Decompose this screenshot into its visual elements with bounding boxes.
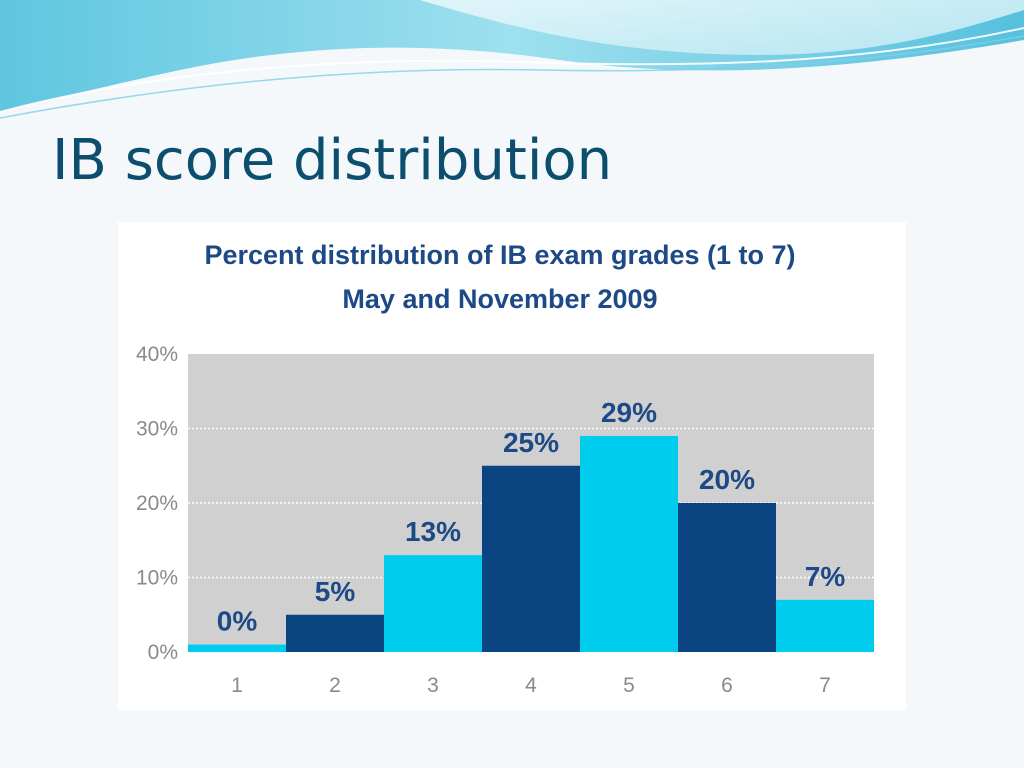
data-label-5: 29% (601, 397, 657, 428)
background-wave-decoration (0, 0, 1024, 119)
chart-title-line-1: Percent distribution of IB exam grades (… (204, 240, 795, 270)
data-labels: 0% 5% 13% 25% 29% 20% 7% (217, 397, 846, 637)
x-tick-label-6: 6 (721, 674, 733, 697)
chart-panel: Percent distribution of IB exam grades (… (118, 222, 906, 710)
data-label-2: 5% (315, 576, 356, 607)
bar-1 (188, 644, 286, 652)
x-tick-label-7: 7 (819, 674, 831, 697)
bar-3 (384, 555, 482, 652)
x-tick-label-3: 3 (427, 674, 439, 697)
bar-chart: Percent distribution of IB exam grades (… (136, 240, 874, 697)
x-tick-label-2: 2 (329, 674, 341, 697)
x-tick-label-1: 1 (231, 674, 243, 697)
data-label-4: 25% (503, 427, 559, 458)
x-axis-ticks: 1 2 3 4 5 6 7 (231, 674, 831, 697)
data-label-7: 7% (805, 561, 846, 592)
x-tick-label-5: 5 (623, 674, 635, 697)
bar-2 (286, 614, 384, 652)
slide-title: IB score distribution (52, 128, 613, 193)
chart-title-line-2: May and November 2009 (342, 284, 657, 314)
data-label-1: 0% (217, 606, 258, 637)
y-axis-ticks: 0% 10% 20% 30% 40% (136, 343, 178, 664)
data-label-6: 20% (699, 464, 755, 495)
y-tick-label-4: 40% (136, 343, 178, 366)
bar-5 (580, 435, 678, 652)
y-tick-label-3: 30% (136, 418, 178, 441)
y-tick-label-0: 0% (148, 641, 178, 664)
x-tick-label-4: 4 (525, 674, 537, 697)
y-tick-label-1: 10% (136, 567, 178, 590)
data-label-3: 13% (405, 516, 461, 547)
bar-7 (776, 599, 874, 652)
y-tick-label-2: 20% (136, 492, 178, 515)
bar-6 (678, 503, 776, 652)
bar-4 (482, 465, 580, 652)
bars (188, 435, 874, 652)
